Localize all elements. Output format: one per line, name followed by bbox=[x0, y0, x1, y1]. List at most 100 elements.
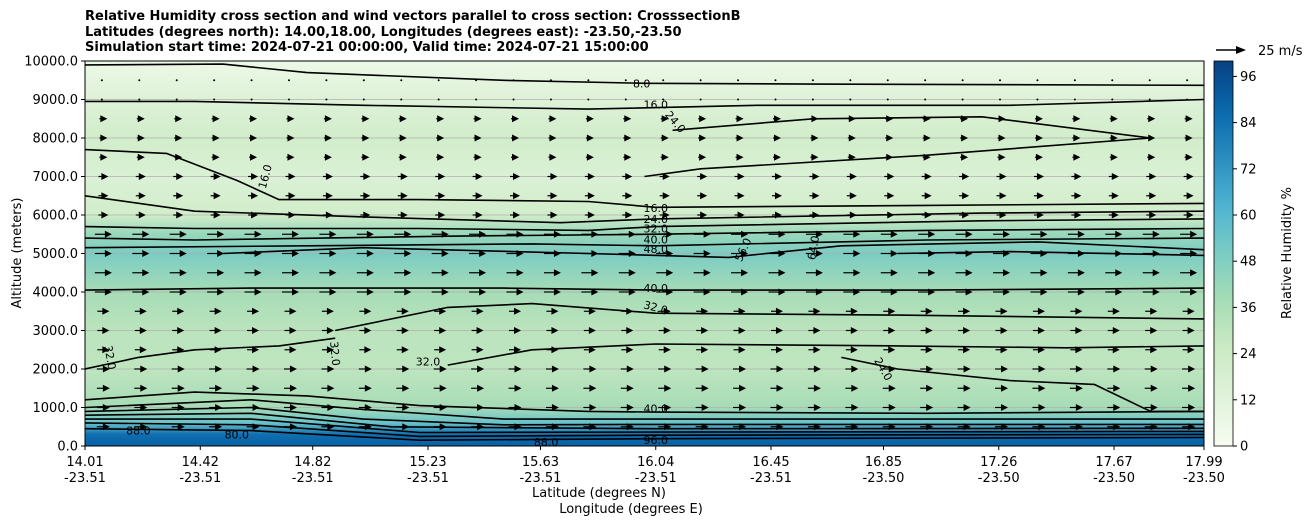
wind-vector-head bbox=[475, 173, 483, 180]
wind-vector bbox=[581, 288, 599, 296]
wind-vector bbox=[620, 365, 634, 373]
wind-vector bbox=[209, 423, 223, 431]
wind-vector bbox=[469, 230, 487, 238]
wind-vector-head bbox=[439, 346, 447, 354]
wind-vector bbox=[281, 288, 299, 296]
wind-vector bbox=[1147, 134, 1156, 142]
wind-vector bbox=[1142, 230, 1160, 238]
wind-vector-head bbox=[439, 327, 447, 334]
wind-vector-head bbox=[1150, 384, 1158, 392]
wind-vector bbox=[134, 365, 148, 373]
wind-vector-head bbox=[663, 307, 671, 315]
wind-vector-head bbox=[961, 134, 969, 142]
wind-vector bbox=[359, 307, 372, 315]
wind-vector bbox=[770, 423, 784, 431]
wind-vector-head bbox=[961, 153, 969, 161]
wind-vector-head bbox=[1185, 153, 1193, 161]
wind-vector-head bbox=[1001, 384, 1009, 392]
wind-vector-head bbox=[551, 346, 559, 354]
wind-vector-head bbox=[175, 115, 183, 123]
contour-label: 96.0 bbox=[643, 434, 668, 447]
wind-vector-head bbox=[214, 346, 222, 354]
wind-vector-head bbox=[1003, 288, 1011, 296]
wind-vector-head bbox=[848, 115, 856, 123]
wind-vector-head bbox=[250, 153, 258, 161]
wind-vector-head bbox=[439, 307, 447, 315]
wind-vector-head bbox=[587, 173, 595, 180]
wind-vector bbox=[658, 307, 671, 315]
wind-vector-head bbox=[400, 192, 408, 200]
wind-vector bbox=[624, 98, 627, 101]
contour-label: 40.0 bbox=[643, 282, 668, 295]
wind-vector bbox=[920, 307, 933, 315]
wind-vector bbox=[957, 423, 971, 431]
wind-vector-head bbox=[289, 307, 297, 315]
wind-vector-head bbox=[624, 115, 632, 123]
wind-vector-head bbox=[329, 269, 337, 277]
wind-vector bbox=[134, 307, 147, 315]
title-line-1: Relative Humidity cross section and wind… bbox=[85, 9, 741, 24]
wind-vector bbox=[209, 327, 222, 334]
wind-vector-head bbox=[888, 404, 896, 411]
wind-vector bbox=[772, 115, 781, 123]
wind-vector-head bbox=[888, 307, 896, 315]
wind-vector bbox=[583, 307, 596, 315]
contour-label: 16.0 bbox=[256, 163, 275, 190]
wind-vector-head bbox=[588, 327, 596, 334]
contour-line bbox=[897, 250, 1204, 257]
wind-vector bbox=[134, 404, 148, 411]
wind-vector bbox=[1030, 250, 1048, 257]
wind-vector-head bbox=[551, 365, 559, 373]
wind-vector-head bbox=[251, 211, 259, 219]
wind-vector-head bbox=[326, 327, 334, 334]
wind-vector bbox=[211, 134, 220, 142]
wind-vector-head bbox=[853, 288, 861, 296]
x-tick-label-lat: 15.63 bbox=[522, 455, 559, 470]
wind-vector-head bbox=[177, 327, 185, 334]
wind-vector bbox=[696, 307, 709, 315]
wind-vector bbox=[1108, 173, 1119, 180]
wind-vector-head bbox=[212, 115, 220, 123]
wind-vector bbox=[960, 115, 969, 123]
wind-vector bbox=[995, 404, 1009, 411]
wind-vector-head bbox=[736, 115, 744, 123]
wind-vector bbox=[1148, 98, 1151, 101]
wind-vector-head bbox=[890, 288, 898, 296]
wind-vector bbox=[207, 250, 225, 257]
wind-vector-head bbox=[736, 153, 744, 161]
wind-vector bbox=[321, 423, 335, 431]
wind-vector-head bbox=[741, 250, 749, 257]
wind-vector bbox=[993, 269, 1011, 277]
wind-vector-head bbox=[362, 115, 370, 123]
wind-vector bbox=[1183, 211, 1194, 219]
wind-vector-head bbox=[102, 404, 110, 411]
wind-vector-head bbox=[664, 384, 672, 392]
wind-vector bbox=[656, 288, 674, 296]
wind-vector-head bbox=[327, 384, 335, 392]
wind-vector-head bbox=[773, 115, 781, 123]
wind-vector bbox=[581, 250, 599, 257]
wind-vector bbox=[1069, 365, 1083, 373]
wind-vector bbox=[1142, 250, 1160, 257]
wind-vector-head bbox=[514, 423, 522, 431]
wind-vector bbox=[287, 98, 290, 101]
wind-vector bbox=[918, 230, 936, 238]
wind-vector-head bbox=[438, 173, 446, 180]
wind-vector bbox=[660, 115, 669, 123]
wind-vector-head bbox=[252, 307, 260, 315]
wind-vector bbox=[656, 230, 674, 238]
wind-vector-head bbox=[963, 423, 971, 431]
wind-vector bbox=[96, 423, 110, 431]
wind-vector bbox=[809, 173, 820, 180]
colorbar-tick-label: 48 bbox=[1240, 255, 1257, 270]
wind-vector bbox=[98, 192, 109, 200]
wind-vector-head bbox=[1000, 346, 1008, 354]
wind-vector bbox=[922, 134, 931, 142]
wind-vector-head bbox=[102, 307, 110, 315]
wind-vector bbox=[359, 327, 372, 334]
wind-vector bbox=[509, 307, 522, 315]
wind-vector-head bbox=[364, 346, 372, 354]
wind-vector bbox=[508, 404, 522, 411]
y-axis: 0.0 1000.0 2000.0 3000.0 4000.0 5000.0 6000.0 7… bbox=[24, 55, 85, 455]
wind-vector bbox=[995, 307, 1008, 315]
